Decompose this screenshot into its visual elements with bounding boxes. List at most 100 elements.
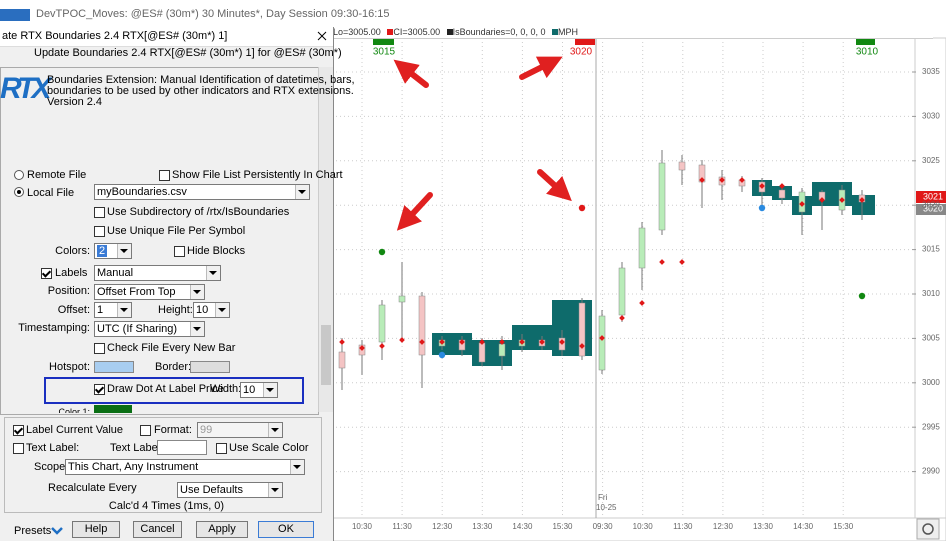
label: Labels bbox=[55, 267, 88, 279]
apply-button[interactable]: Apply bbox=[196, 521, 248, 538]
colors-select[interactable]: 2 bbox=[94, 243, 132, 259]
checkbox[interactable] bbox=[140, 425, 151, 436]
color-1[interactable] bbox=[94, 405, 132, 413]
label-dot bbox=[578, 204, 586, 212]
close-button[interactable] bbox=[317, 31, 327, 41]
marker-dot bbox=[779, 183, 785, 189]
label: Position: bbox=[47, 285, 90, 297]
presets-chevron[interactable] bbox=[51, 526, 63, 535]
date-label: 10-25 bbox=[596, 503, 617, 512]
label: Scope: bbox=[34, 461, 69, 473]
checkbox[interactable] bbox=[159, 170, 170, 181]
dialog-header: Update Boundaries 2.4 RTX[@ES# (30m*) 1]… bbox=[34, 47, 342, 59]
marker-dot bbox=[739, 177, 745, 183]
checkbox[interactable] bbox=[94, 207, 105, 218]
checkbox[interactable] bbox=[216, 443, 227, 454]
radio[interactable] bbox=[14, 170, 24, 180]
text-label-input[interactable] bbox=[157, 440, 207, 455]
scroll-thumb[interactable] bbox=[321, 325, 331, 385]
dialog: ate RTX Boundaries 2.4 RTX[@ES# (30m*) 1… bbox=[0, 27, 355, 541]
marker-dot bbox=[839, 197, 845, 203]
scope-select[interactable]: This Chart, Any Instrument bbox=[65, 459, 305, 475]
hotspot-color[interactable] bbox=[94, 361, 134, 373]
date-label: Fri bbox=[598, 493, 608, 502]
candle-body bbox=[658, 162, 666, 231]
label: Text Label: bbox=[26, 442, 80, 454]
label: Hide Blocks bbox=[187, 245, 246, 257]
labels-select[interactable]: Manual bbox=[94, 265, 221, 281]
candle-body bbox=[498, 343, 506, 357]
price-label: 3020 bbox=[922, 200, 940, 209]
height-select[interactable]: 10 bbox=[193, 302, 230, 318]
price-label: 2990 bbox=[922, 467, 940, 476]
price-tag-label: 3021 bbox=[923, 191, 943, 201]
window-title: DevTPOC_Moves: @ES# (30m*) 30 Minutes*, … bbox=[36, 8, 390, 20]
candle-body bbox=[378, 304, 386, 343]
legend-swatch bbox=[387, 29, 394, 35]
tpo-block bbox=[472, 340, 512, 366]
price-tag bbox=[916, 204, 946, 215]
arrow bbox=[393, 59, 429, 88]
time-label: 14:30 bbox=[512, 522, 533, 531]
time-label: 13:30 bbox=[472, 522, 493, 531]
value: UTC (If Sharing) bbox=[97, 323, 178, 335]
checkbox[interactable] bbox=[94, 384, 105, 395]
logo: RTX bbox=[0, 72, 52, 105]
radio[interactable] bbox=[14, 187, 24, 197]
checkbox[interactable] bbox=[41, 268, 52, 279]
marker-dot bbox=[639, 300, 645, 306]
settings-panel bbox=[0, 67, 319, 415]
width-select[interactable]: 10 bbox=[240, 382, 278, 398]
label: Height: bbox=[158, 304, 193, 316]
label: Show File List Persistently In Chart bbox=[172, 169, 343, 181]
highlight-box bbox=[44, 377, 304, 404]
border-color[interactable] bbox=[190, 361, 230, 373]
chart-legend: Lo=3005.00 CI=3005.00 IsBoundaries=0, 0,… bbox=[333, 27, 933, 39]
marker-dot bbox=[819, 197, 825, 203]
window-titlebar bbox=[0, 0, 946, 26]
candle-body bbox=[418, 295, 426, 356]
tpo-block bbox=[512, 325, 552, 350]
time-label: 15:30 bbox=[833, 522, 854, 531]
value: 10 bbox=[196, 304, 209, 316]
label: Offset: bbox=[57, 304, 90, 316]
offset-select[interactable]: 1 bbox=[94, 302, 132, 318]
label: Text Label: bbox=[110, 442, 164, 454]
checkbox[interactable] bbox=[13, 443, 24, 454]
boundary-label: 3010 bbox=[856, 47, 879, 58]
refresh-button[interactable] bbox=[916, 518, 940, 540]
file-select[interactable]: myBoundaries.csv bbox=[94, 184, 310, 200]
price-label: 3025 bbox=[922, 156, 940, 165]
presets[interactable]: Presets bbox=[14, 525, 52, 537]
help-button[interactable]: Help bbox=[72, 521, 120, 538]
checkbox[interactable] bbox=[94, 226, 105, 237]
candle-body bbox=[578, 302, 586, 357]
scrollbar[interactable] bbox=[318, 67, 333, 412]
status: Calc'd 4 Times (1ms, 0) bbox=[108, 500, 225, 512]
time-label: 11:30 bbox=[392, 522, 412, 531]
label: Recalculate Every bbox=[48, 482, 137, 494]
recalculate-select[interactable]: Use Defaults bbox=[177, 482, 283, 498]
value: 1 bbox=[97, 304, 104, 316]
checkbox[interactable] bbox=[13, 425, 24, 436]
marker-dot bbox=[479, 339, 485, 345]
ok-button[interactable]: OK bbox=[258, 521, 314, 538]
arrow bbox=[519, 56, 563, 80]
position-select[interactable]: Offset From Top bbox=[94, 284, 205, 300]
dialog-titlebar bbox=[0, 27, 333, 47]
time-label: 15:30 bbox=[552, 522, 573, 531]
marker-dot bbox=[579, 343, 585, 349]
tpo-block bbox=[852, 195, 875, 215]
checkbox[interactable] bbox=[94, 343, 105, 354]
label: Use Scale Color bbox=[229, 442, 309, 454]
app-icon bbox=[0, 9, 30, 21]
checkbox[interactable] bbox=[174, 246, 185, 257]
marker-dot bbox=[439, 339, 445, 345]
format-select[interactable]: 99 bbox=[197, 422, 283, 438]
timestamping-select[interactable]: UTC (If Sharing) bbox=[94, 321, 205, 337]
time-label: 12:30 bbox=[432, 522, 453, 531]
value: 10 bbox=[243, 384, 256, 396]
label: Border: bbox=[155, 361, 192, 373]
marker-dot bbox=[399, 337, 405, 343]
cancel-button[interactable]: Cancel bbox=[133, 521, 182, 538]
